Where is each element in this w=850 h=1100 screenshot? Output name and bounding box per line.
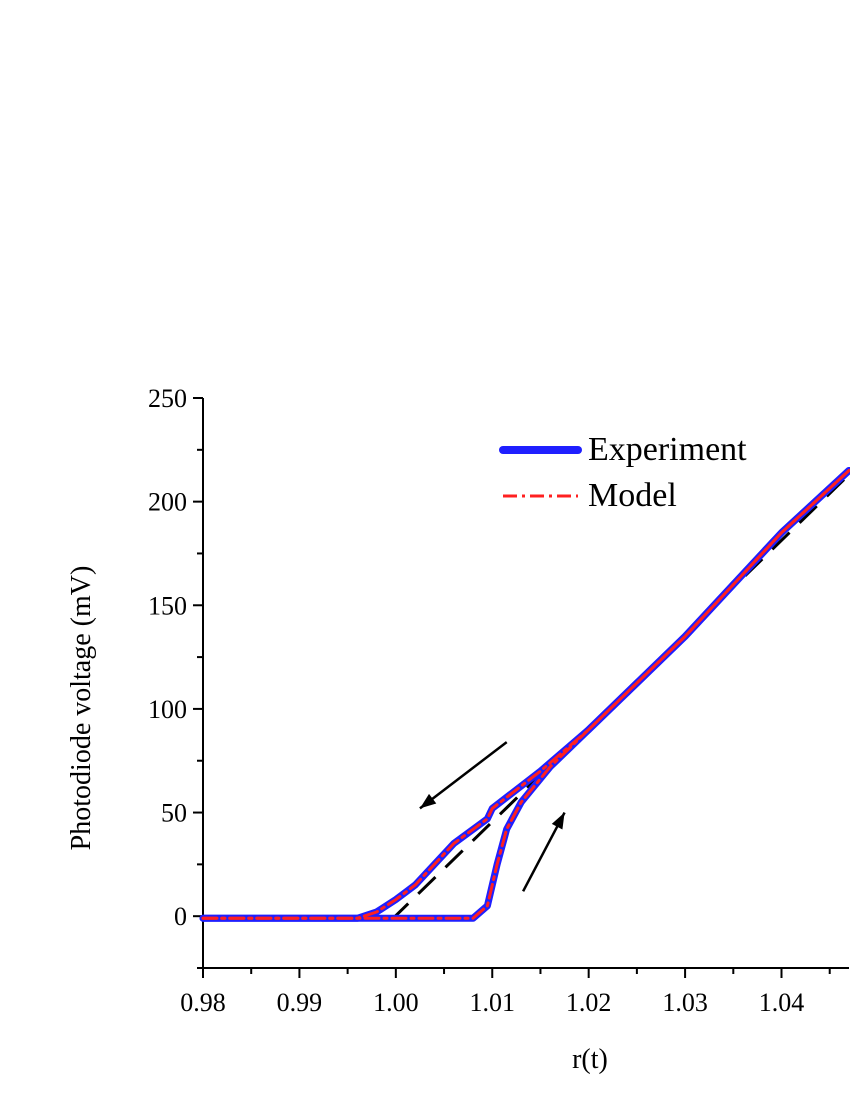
x-tick-label: 1.01 <box>470 988 516 1017</box>
x-tick-label: 0.99 <box>277 988 323 1017</box>
x-axis-title: r(t) <box>572 1044 608 1075</box>
y-tick-label: 0 <box>174 902 187 931</box>
arrow-head <box>419 793 437 809</box>
direction-arrow-2 <box>522 811 566 892</box>
y-tick-label: 150 <box>148 591 187 620</box>
series-layer <box>199 467 850 922</box>
arrow-head <box>551 812 565 830</box>
x-tick-label: 0.98 <box>180 988 226 1017</box>
y-axis-title: Photodiode voltage (mV) <box>66 566 97 851</box>
y-tick-label: 200 <box>148 488 187 517</box>
model-curve-branch-1 <box>201 469 850 920</box>
x-tick-label: 1.03 <box>662 988 708 1017</box>
x-tick-label: 1.00 <box>373 988 419 1017</box>
legend-label-experiment: Experiment <box>588 431 747 468</box>
direction-arrow-1 <box>419 741 508 810</box>
legend: Experiment Model <box>499 431 747 514</box>
legend-label-model: Model <box>588 477 677 514</box>
experiment-curve-branch-1 <box>199 467 850 922</box>
arrow-shaft <box>419 741 508 810</box>
y-tick-label: 250 <box>148 384 187 413</box>
x-tick-label: 1.02 <box>566 988 612 1017</box>
y-tick-label: 50 <box>161 799 187 828</box>
arrow-layer <box>419 741 566 892</box>
experiment-curve-branch-2 <box>199 467 850 922</box>
y-tick-label: 100 <box>148 695 187 724</box>
x-tick-label: 1.04 <box>759 988 805 1017</box>
axes: 0.98 0.99 1.00 1.01 1.02 1.03 1.04 0 50 100 150 200… <box>148 384 849 1017</box>
model-curve-branch-2 <box>201 469 850 920</box>
